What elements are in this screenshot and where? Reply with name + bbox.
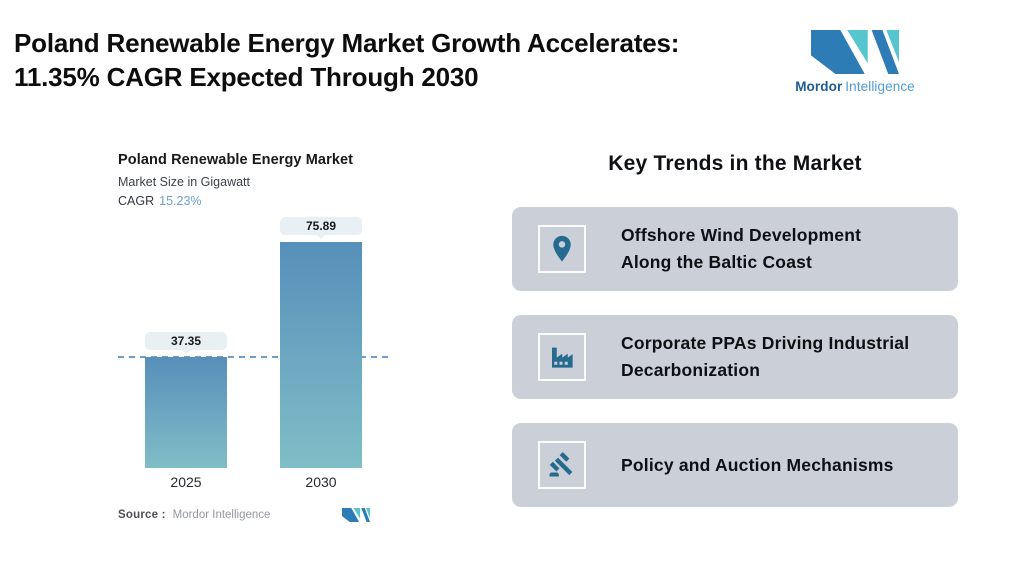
factory-icon	[552, 347, 573, 368]
bar-group-2030: 75.89	[280, 217, 362, 468]
location-pin-icon	[553, 235, 571, 262]
key-trends-heading: Key Trends in the Market	[608, 152, 862, 175]
trend-card-offshore-wind: Offshore Wind Development Along the Balt…	[512, 207, 958, 291]
source-label: Source :	[118, 509, 166, 521]
trend-label: Corporate PPAs Driving Industrial Decarb…	[621, 333, 910, 380]
mordor-logo-icon	[811, 30, 899, 74]
x-axis-labels: 2025 2030	[118, 474, 408, 492]
bar-2025	[145, 357, 227, 468]
source-row: Source : Mordor Intelligence	[118, 508, 370, 522]
data-label-2025: 37.35	[145, 332, 227, 350]
bar-group-2025: 37.35	[145, 332, 227, 468]
trend-label: Policy and Auction Mechanisms	[621, 454, 894, 475]
logo-brand-light: Intelligence	[845, 79, 915, 94]
market-size-chart: Poland Renewable Energy Market Market Si…	[118, 152, 408, 522]
reference-dashed-line	[118, 356, 390, 358]
gavel-icon	[549, 452, 573, 477]
trend-icon-box	[538, 441, 586, 489]
bar-2030	[280, 242, 362, 468]
mordor-mini-logo-icon	[342, 508, 370, 522]
logo-wordmark: Mordor Intelligence	[795, 79, 915, 94]
cagr-label: CAGR	[118, 194, 155, 208]
trend-card-corporate-ppas: Corporate PPAs Driving Industrial Decarb…	[512, 315, 958, 399]
key-trends-section: Key Trends in the Market Offshore Wind D…	[512, 152, 958, 507]
chart-subtitle: Market Size in Gigawatt	[118, 175, 250, 189]
trend-icon-box	[538, 225, 586, 273]
page-title: Poland Renewable Energy Market Growth Ac…	[14, 28, 680, 92]
bar-plot-area: 37.35 75.89	[118, 215, 390, 468]
x-tick-2030: 2030	[305, 474, 337, 490]
trend-icon-box	[538, 333, 586, 381]
chart-title: Poland Renewable Energy Market	[118, 152, 354, 168]
cagr-value: 15.23%	[159, 194, 202, 208]
trend-card-policy-auctions: Policy and Auction Mechanisms	[512, 423, 958, 507]
source-value: Mordor Intelligence	[172, 509, 271, 521]
mordor-intelligence-logo: Mordor Intelligence	[795, 30, 915, 94]
cagr-row: CAGR 15.23%	[118, 194, 408, 208]
trend-label: Offshore Wind Development Along the Balt…	[621, 225, 862, 272]
logo-brand-bold: Mordor	[795, 79, 843, 94]
data-label-2030: 75.89	[280, 217, 362, 235]
x-tick-2025: 2025	[170, 474, 202, 490]
